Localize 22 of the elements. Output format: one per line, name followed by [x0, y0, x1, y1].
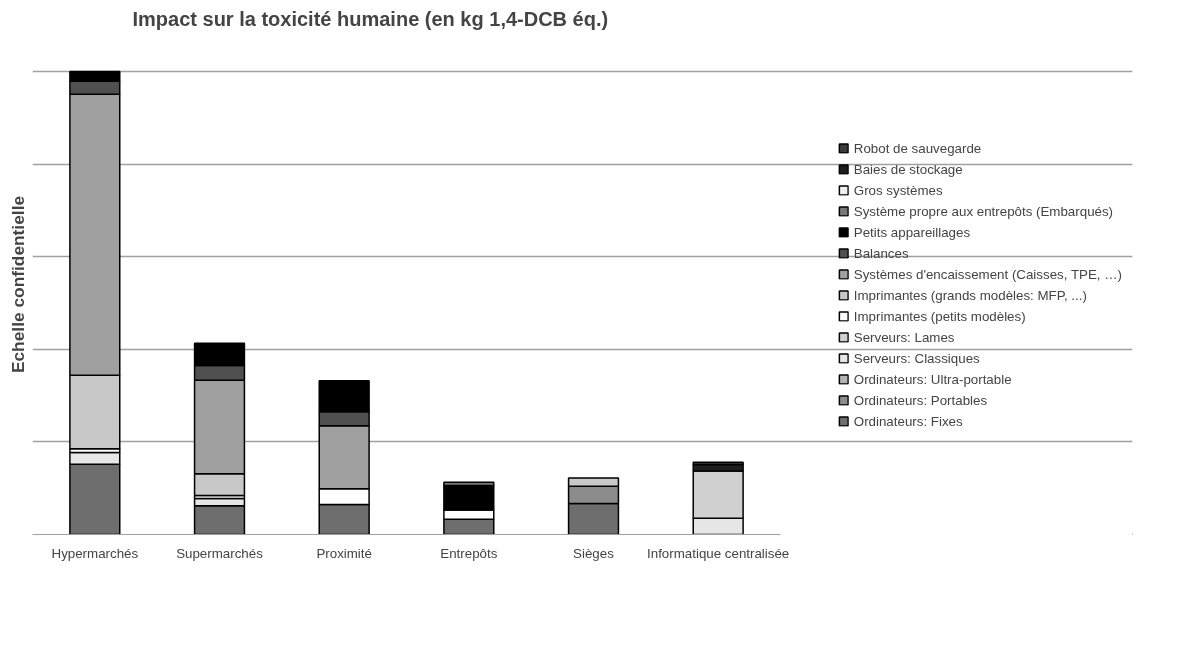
x-tick-label: Entrepôts — [440, 545, 498, 561]
legend-label: Système propre aux entrepôts (Embarqués) — [853, 202, 1114, 219]
x-tick-label: Informatique centralisée — [647, 545, 790, 561]
x-tick-label: Hypermarchés — [51, 545, 139, 561]
legend-label: Serveurs: Lames — [853, 328, 955, 345]
legend-label: Systèmes d'encaissement (Caisses, TPE, …) — [853, 265, 1122, 282]
x-tick-label: Proximité — [316, 545, 372, 561]
legend-label: Serveurs: Classiques — [853, 349, 980, 366]
legend-label: Imprimantes (grands modèles: MFP, ...) — [853, 286, 1087, 303]
y-axis-title: Echelle confidentielle — [7, 195, 28, 374]
legend-label: Baies de stockage — [853, 160, 963, 177]
x-tick-label: Sièges — [573, 545, 615, 561]
legend-label: Balances — [853, 244, 909, 261]
legend-label: Imprimantes (petits modèles) — [853, 307, 1026, 324]
x-tick-label: Supermarchés — [176, 545, 264, 561]
legend-label: Petits appareillages — [853, 223, 971, 240]
legend-label: Ordinateurs: Ultra-portable — [853, 370, 1012, 387]
chart-title: Impact sur la toxicité humaine (en kg 1,4-DCB éq.) — [132, 7, 609, 30]
legend-label: Gros systèmes — [853, 181, 943, 198]
legend-label: Ordinateurs: Portables — [853, 391, 988, 408]
legend-label: Robot de sauvegarde — [853, 139, 982, 156]
legend-label: Ordinateurs: Fixes — [853, 412, 963, 429]
